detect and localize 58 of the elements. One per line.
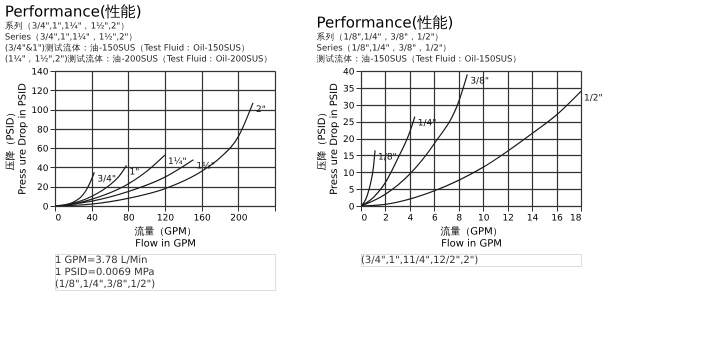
series-label: 1" [130,168,140,178]
text: 系列（3/4",1",1¼"，1½",2"） [4,22,130,32]
y-tick-label: 15 [343,152,354,162]
text: (3/4"&1")测试流体：油-150SUS（Test Fluid：Oil-150SUS） [4,44,250,54]
x-tick-label: 2 [383,214,389,224]
x-tick-label: 12 [502,214,514,224]
series-label: 3/4" [97,174,116,184]
text: (3/4",1",11/4",12/2",2") [361,255,478,266]
x-tick-label: 160 [194,214,212,224]
x-tick-label: 80 [123,214,135,224]
x-tick-label: 120 [156,214,174,224]
y-tick-label: 80 [37,125,49,136]
text: Flow in GPM [135,238,196,250]
text: (1/8",1/4",3/8",1/2") [55,279,156,290]
y-tick-label: 30 [343,101,355,112]
y-tick-label: 120 [31,86,49,97]
y-tick-label: 0 [42,202,49,212]
y-tick-label: 25 [343,118,354,128]
y-tick-label: 100 [31,106,49,116]
x-tick-label: 40 [86,214,98,224]
text: Press ure Drop in PSID [17,83,28,195]
text: Series（3/4",1",1¼"，1½",2"） [4,32,138,42]
text: (1¼"，1½",2")测试流体：油-200SUS（Test Fluid：Oil-200SUS） [4,54,272,64]
text: 流量（GPM） [440,226,503,238]
y-tick-label: 60 [37,144,49,155]
x-tick-label: 10 [478,214,490,224]
y-tick-label: 20 [343,135,355,145]
text: 1 PSID=0.0069 MPa [55,267,154,278]
y-tick-label: 20 [37,183,49,194]
x-tick-label: 8 [456,214,462,224]
y-tick-label: 40 [343,68,355,78]
y-tick-label: 0 [348,202,355,212]
text: Flow in GPM [441,238,502,250]
text: 系列（1/8",1/4"，3/8"，1/2"） [316,32,444,42]
y-tick-label: 40 [37,164,49,174]
x-tick-label: 200 [230,214,248,224]
y-tick-label: 5 [348,186,354,196]
x-tick-label: 0 [362,214,368,224]
text: 流量（GPM） [134,226,197,238]
x-tick-label: 4 [408,214,414,224]
x-tick-label: 18 [570,214,582,224]
y-tick-label: 35 [343,84,354,94]
series-label: 1¼" [168,156,187,167]
x-tick-label: 6 [432,214,438,224]
text: Press ure Drop in PSID [329,83,340,195]
x-tick-label: 0 [56,214,62,224]
series-label: 1/2" [584,93,603,104]
text: Series（1/8",1/4"，3/8"，1/2"） [316,44,452,54]
x-tick-label: 16 [551,214,564,224]
chart-title: Performance(性能) [316,14,454,32]
chart-title: Performance(性能) [4,2,142,20]
text: 压降（PSID） [5,107,16,171]
text: 压降（PSID） [317,107,328,171]
y-tick-label: 10 [343,168,355,179]
text: 测试流体：油-150SUS（Test Fluid：Oil-150SUS） [316,54,522,64]
y-tick-label: 140 [31,68,49,78]
x-tick-label: 14 [526,214,539,224]
text: 1 GPM=3.78 L/Min [55,255,148,266]
